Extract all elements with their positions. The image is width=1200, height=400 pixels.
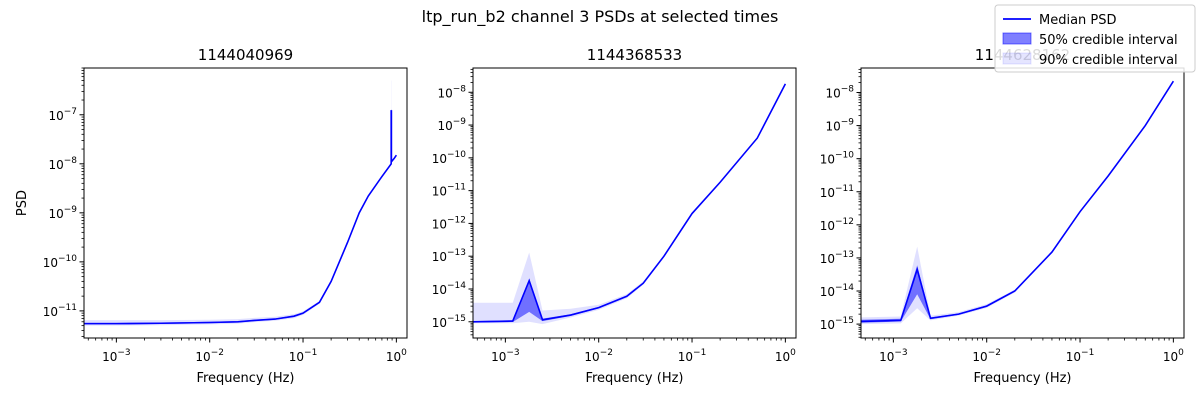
y-tick-label: 10−14 (432, 281, 467, 297)
x-axis-label: Frequency (Hz) (585, 371, 683, 386)
x-tick-label: 10−3 (102, 348, 131, 364)
chart-panel-1: 10−3 10−2 10−1 100 10−11 10−10 10−9 10−8 10−7 114… (15, 46, 408, 386)
figure-title: ltp_run_b2 channel 3 PSDs at selected ti… (422, 7, 779, 27)
y-tick-label: 10−8 (48, 156, 77, 172)
legend-entry-label: 50% credible interval (1039, 33, 1178, 48)
y-tick-label: 10−7 (48, 107, 77, 123)
x-tick-label: 10−1 (1066, 348, 1095, 364)
x-tick-label: 10−2 (972, 348, 1001, 364)
x-axis-label: Frequency (Hz) (196, 371, 294, 386)
y-tick-label: 10−15 (820, 316, 854, 332)
legend: Median PSD 50% credible interval 90% credi… (994, 4, 1196, 73)
ci90-band (473, 83, 786, 325)
x-axis-label: Frequency (Hz) (973, 371, 1071, 386)
plot-area (861, 80, 1175, 325)
x-tick-label: 10−3 (879, 348, 908, 364)
median-psd-line (473, 83, 787, 323)
y-tick-label: 10−10 (432, 150, 467, 166)
x-tick-label: 100 (775, 348, 796, 364)
legend-swatch-band (1002, 32, 1032, 45)
y-tick-label: 10−9 (437, 117, 466, 133)
y-tick-label: 10−10 (43, 254, 78, 270)
y-tick-label: 10−12 (432, 215, 466, 231)
ci90-band (84, 80, 397, 326)
y-tick-label: 10−11 (820, 184, 854, 200)
axes-frame (472, 67, 797, 339)
y-tick-label: 10−8 (437, 84, 466, 100)
plot-area (84, 80, 398, 326)
axes-frame (83, 67, 408, 339)
x-tick-label: 10−1 (678, 348, 707, 364)
x-tick-label: 10−2 (584, 348, 613, 364)
legend-box (994, 4, 1196, 73)
y-tick-label: 10−9 (48, 205, 77, 221)
y-tick-label: 10−14 (820, 283, 855, 299)
chart-panel-3: 10−3 10−2 10−1 100 10−15 10−14 10−13 10−12 10−11… (820, 46, 1185, 386)
y-tick-label: 10−8 (825, 84, 854, 100)
y-tick-label: 10−15 (432, 314, 466, 330)
legend-entry-label: Median PSD (1039, 13, 1117, 28)
ci50-band (84, 109, 397, 325)
panel-title: 1144040969 (198, 46, 293, 64)
y-tick-label: 10−13 (432, 248, 466, 264)
chart-panel-2: 10−3 10−2 10−1 100 10−15 10−14 10−13 10−12 10−11… (432, 46, 797, 386)
panel-title: 1144368533 (587, 46, 682, 64)
x-tick-label: 10−2 (195, 348, 224, 364)
legend-entry-label: 90% credible interval (1039, 53, 1178, 68)
x-tick-label: 100 (1163, 348, 1184, 364)
legend-swatch-band (1002, 52, 1032, 65)
y-tick-label: 10−11 (43, 303, 77, 319)
median-psd-line (861, 80, 1175, 323)
plot-area (473, 83, 787, 325)
y-axis-label: PSD (15, 190, 30, 216)
x-tick-label: 10−1 (289, 348, 318, 364)
y-tick-label: 10−12 (820, 217, 854, 233)
x-tick-label: 10−3 (491, 348, 520, 364)
chart-panels: 10−3 10−2 10−1 100 10−11 10−10 10−9 10−8 10−7 114… (15, 46, 1185, 386)
y-tick-label: 10−13 (820, 250, 854, 266)
x-tick-label: 100 (386, 348, 407, 364)
median-psd-line (84, 110, 398, 325)
y-tick-label: 10−11 (432, 183, 466, 199)
y-tick-label: 10−10 (820, 151, 855, 167)
y-tick-label: 10−9 (825, 118, 854, 134)
